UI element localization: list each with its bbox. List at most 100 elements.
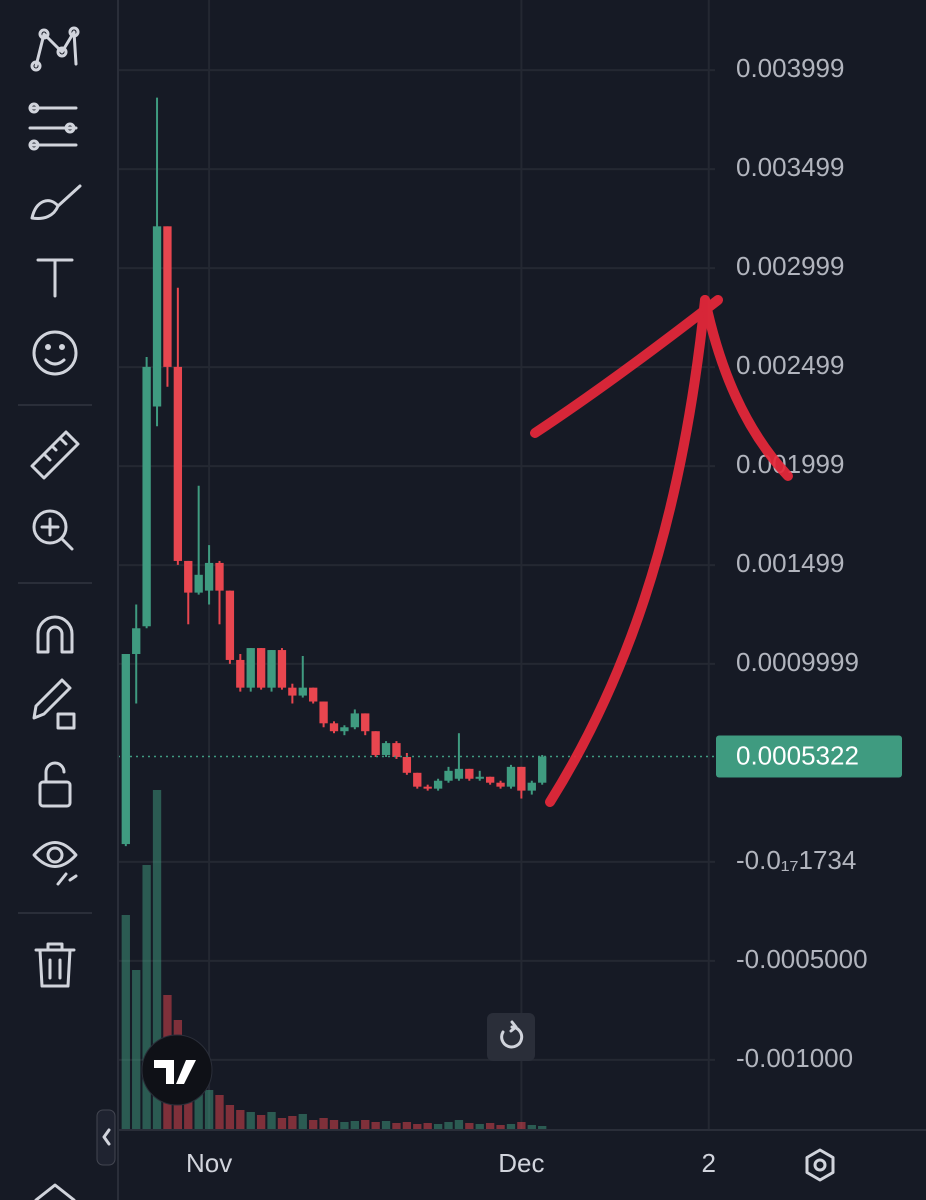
candle-body [204,562,214,591]
y-tick-label: 0.002999 [736,251,844,281]
volume-bar [256,1115,266,1130]
volume-bar [485,1123,495,1130]
volume-bar [527,1125,536,1130]
candle-body [309,687,318,702]
volume-bar [423,1123,432,1130]
settings-icon [813,1158,827,1172]
candle-body [184,560,193,593]
candle-body [506,766,516,787]
volume-bar [350,1121,359,1130]
candle-body [423,786,432,789]
brush-tool[interactable] [30,184,82,220]
y-tick-label: -0.0₁₇1734 [736,845,856,875]
candle-body [319,701,328,724]
y-tick-label: -0.001000 [736,1043,853,1073]
candle-body [225,590,235,660]
candle-body [298,687,307,696]
volume-bar [194,1070,203,1130]
volume-bar [517,1122,526,1130]
volume-bar [142,865,151,1130]
candle-body [256,648,266,688]
volume-bar [298,1114,307,1130]
volume-bar [361,1120,370,1130]
volume-bar [246,1112,255,1130]
lock-tool[interactable] [38,761,72,808]
candle-body [371,731,380,755]
candle-body [496,782,505,787]
volume-bar [381,1121,391,1130]
x-tick-label: 2 [702,1148,716,1178]
emoji-tool[interactable] [32,330,78,376]
candle-body [152,226,162,407]
volume-bar [121,915,130,1130]
volume-bar [538,1126,547,1130]
candle-body [454,768,464,779]
hand-drawn-arrow [530,295,793,807]
fib-tool[interactable] [28,102,78,151]
last-price-box [716,735,902,778]
settings-button[interactable] [805,1148,835,1182]
candle-body [329,723,339,732]
text-tool[interactable] [36,258,74,298]
candle-body [361,713,370,732]
y-tick-label: 0.003999 [736,53,844,83]
last-price-label: 0.0005322 [736,740,859,770]
reset-button[interactable] [487,1013,535,1061]
delete-tool[interactable] [34,942,76,988]
logo[interactable] [141,1034,213,1106]
y-tick-label: 0.001499 [736,548,844,578]
volume-bar [309,1120,318,1130]
collapse-icon [102,1128,111,1146]
candle-body [277,650,287,688]
y-tick-label: 0.002499 [736,350,844,380]
pattern-tool[interactable] [30,26,80,72]
candle-body [433,780,443,789]
volume-bar [433,1124,443,1130]
candle-body [444,770,453,781]
candle-body [350,713,359,728]
x-tick-label: Nov [186,1148,232,1178]
y-tick-label: 0.0009999 [736,647,859,677]
volume-bar [329,1120,339,1130]
hide-tool[interactable] [32,841,78,886]
volume-bar [277,1118,287,1130]
candle-body [163,226,172,367]
volume-bar [319,1118,328,1130]
candle-body [527,782,536,791]
ruler-tool[interactable] [30,430,80,480]
volume-bar [371,1122,380,1130]
candle-body [215,562,224,591]
volume-bar [340,1122,349,1130]
volume-bar [132,970,141,1130]
volume-bar [267,1112,276,1130]
lock-drawing[interactable] [32,678,76,730]
candle-body [475,776,484,779]
candle-body [517,766,526,791]
candle-body [173,366,183,561]
candle-body [485,776,495,783]
volume-bar [465,1123,474,1130]
volume-bar [204,1090,214,1130]
volume-bar [236,1110,245,1130]
logo-mark [154,1060,196,1084]
volume-bar [402,1122,412,1130]
magnet-tool[interactable] [36,615,74,654]
toolbar [18,26,116,1200]
volume-bar [288,1116,297,1130]
reset-icon [500,1020,524,1049]
volume-bar [444,1122,453,1130]
candle-body [246,648,255,688]
volume-bar [413,1124,422,1130]
candle-body [392,743,401,757]
zoom-tool[interactable] [32,509,74,551]
volume-bar [225,1105,235,1130]
candle-body [132,628,141,655]
candle-body [236,659,245,688]
candle-body [288,687,297,696]
candle-body [267,650,276,688]
candle-body [402,756,412,773]
candle-body [465,768,474,779]
volume-bar [506,1124,516,1130]
volume-bar [215,1095,224,1130]
